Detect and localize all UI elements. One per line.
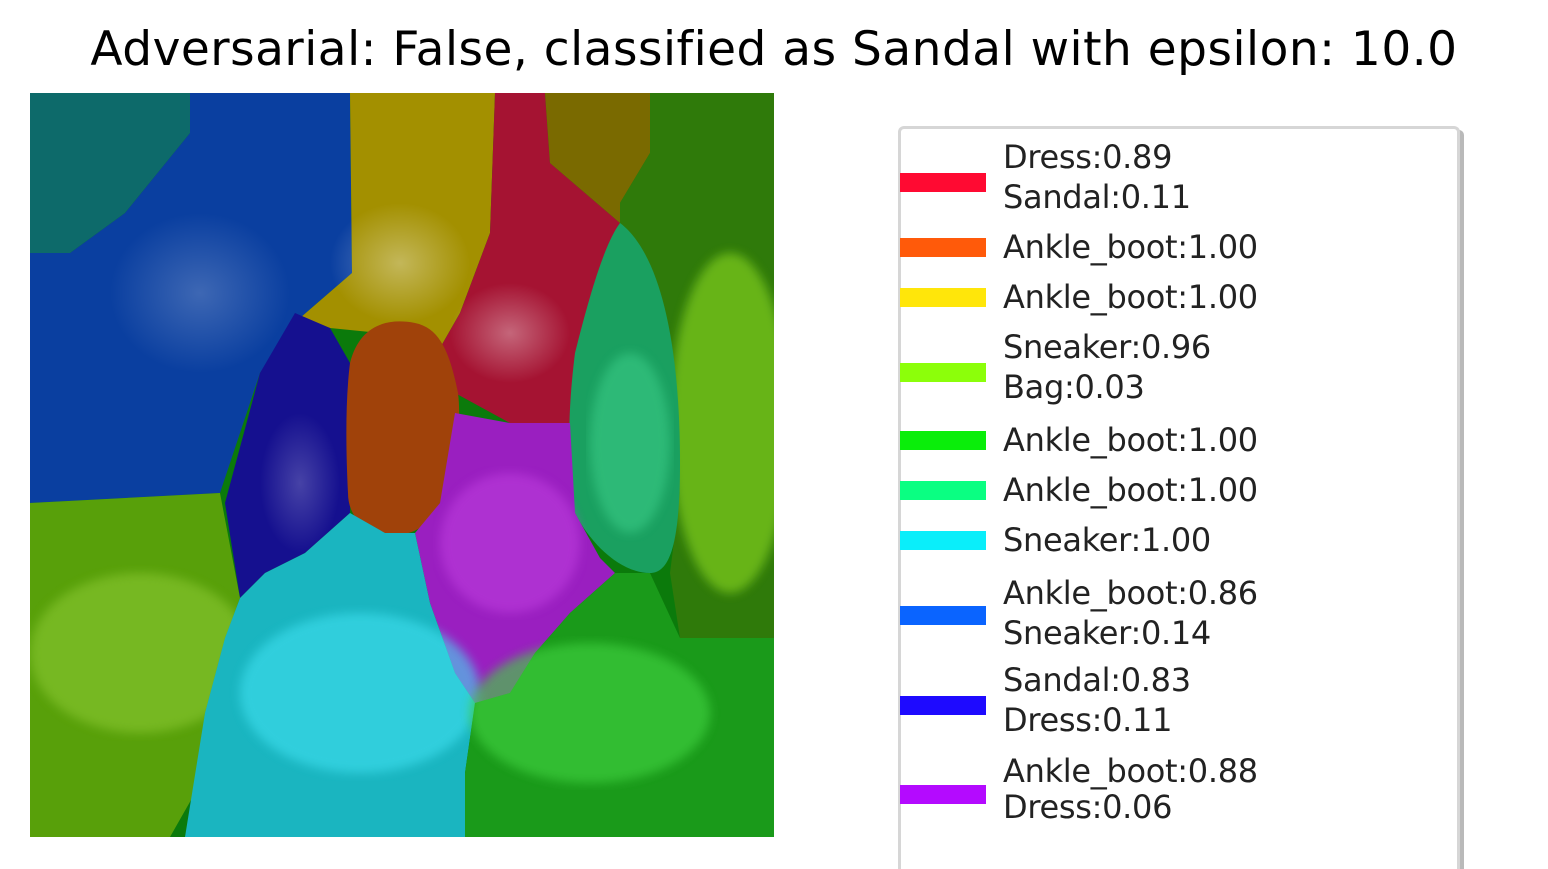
legend-swatch bbox=[900, 238, 986, 257]
legend: Dress:0.89 Sandal:0.11 Ankle_boot:1.00 An… bbox=[898, 126, 1460, 869]
segment-teal bbox=[30, 93, 195, 253]
legend-label: Ankle_boot:0.86 Sneaker:0.14 bbox=[1003, 574, 1258, 652]
legend-label: Ankle_boot:0.88 Dress:0.06 bbox=[1003, 752, 1258, 826]
legend-swatch bbox=[900, 606, 986, 625]
legend-label: Sneaker:0.96 Bag:0.03 bbox=[1003, 328, 1211, 406]
legend-swatch bbox=[900, 785, 986, 804]
legend-label: Ankle_boot:1.00 bbox=[1003, 471, 1258, 509]
legend-swatch bbox=[900, 481, 986, 500]
legend-swatch bbox=[900, 431, 986, 450]
legend-swatch bbox=[900, 696, 986, 715]
legend-label: Ankle_boot:1.00 bbox=[1003, 228, 1258, 266]
legend-swatch bbox=[900, 288, 986, 307]
legend-swatch bbox=[900, 363, 986, 382]
segment-orange bbox=[346, 321, 460, 535]
figure-title: Adversarial: False, classified as Sandal… bbox=[90, 22, 1458, 77]
legend-label: Ankle_boot:1.00 bbox=[1003, 278, 1258, 316]
legend-swatch bbox=[900, 531, 986, 550]
legend-label: Ankle_boot:1.00 bbox=[1003, 421, 1258, 459]
legend-swatch bbox=[900, 173, 986, 192]
segment-olive bbox=[545, 93, 650, 223]
segmentation-image bbox=[30, 93, 774, 837]
legend-label: Dress:0.89 Sandal:0.11 bbox=[1003, 138, 1191, 216]
legend-label: Sneaker:1.00 bbox=[1003, 521, 1211, 559]
legend-label: Sandal:0.83 Dress:0.11 bbox=[1003, 661, 1191, 739]
